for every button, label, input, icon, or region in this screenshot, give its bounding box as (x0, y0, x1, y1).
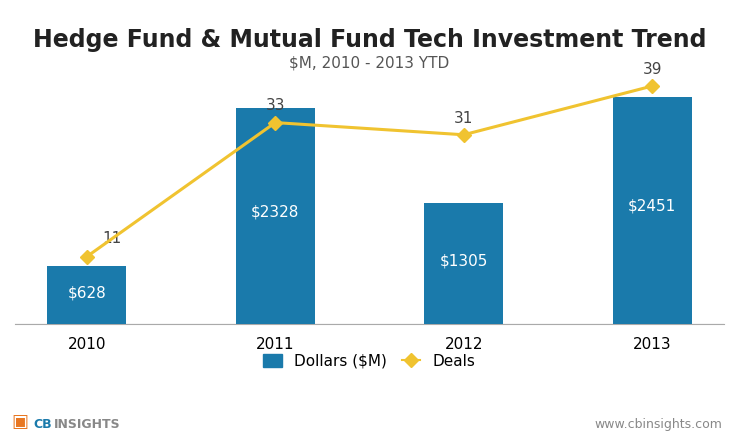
Text: 31: 31 (454, 111, 474, 126)
Text: $M, 2010 - 2013 YTD: $M, 2010 - 2013 YTD (290, 55, 449, 70)
Text: 39: 39 (642, 62, 662, 77)
Text: $2328: $2328 (251, 204, 299, 219)
Text: CB: CB (33, 419, 52, 431)
Text: $2451: $2451 (628, 198, 676, 213)
Bar (236, 108, 315, 324)
Text: 33: 33 (265, 98, 285, 113)
Text: 11: 11 (102, 231, 121, 246)
Title: Hedge Fund & Mutual Fund Tech Investment Trend: Hedge Fund & Mutual Fund Tech Investment… (33, 28, 706, 52)
Text: $1305: $1305 (440, 254, 488, 269)
Bar (47, 265, 126, 324)
Legend: Dollars ($M), Deals: Dollars ($M), Deals (257, 348, 482, 375)
Text: INSIGHTS: INSIGHTS (54, 419, 120, 431)
Bar (613, 97, 692, 324)
Text: $628: $628 (67, 286, 106, 301)
Bar (424, 203, 503, 324)
Text: www.cbinsights.com: www.cbinsights.com (595, 419, 723, 431)
Text: ▣: ▣ (11, 413, 28, 431)
